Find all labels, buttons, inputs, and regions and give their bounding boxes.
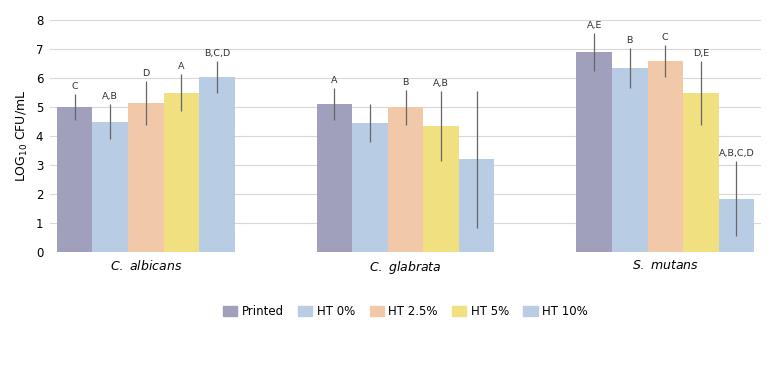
Text: C: C [662,33,669,42]
Bar [164,93,199,252]
Bar [92,122,128,252]
Text: A: A [178,62,185,71]
Bar [352,123,388,252]
Bar [459,159,494,252]
Bar [683,93,719,252]
Text: A,B: A,B [102,92,118,101]
Text: A: A [331,76,338,85]
Bar [577,52,612,252]
Text: C: C [71,82,78,91]
Bar [199,77,234,252]
Bar [128,103,164,252]
Bar [612,68,647,252]
Y-axis label: LOG$_{10}$ CFU/mL: LOG$_{10}$ CFU/mL [15,90,30,182]
Text: B: B [403,78,409,87]
Bar [719,199,754,252]
Text: A,E: A,E [587,21,602,30]
Bar [424,126,459,252]
Text: B,C,D: B,C,D [204,49,230,58]
Bar [317,104,352,252]
Text: D: D [142,69,150,78]
Text: D,E: D,E [693,49,709,58]
Text: A,B: A,B [433,79,449,88]
Legend: Printed, HT 0%, HT 2.5%, HT 5%, HT 10%: Printed, HT 0%, HT 2.5%, HT 5%, HT 10% [218,300,593,323]
Bar [647,61,683,252]
Text: B: B [626,36,633,45]
Text: A,B,C,D: A,B,C,D [719,149,754,158]
Bar [57,107,92,252]
Bar [388,107,424,252]
